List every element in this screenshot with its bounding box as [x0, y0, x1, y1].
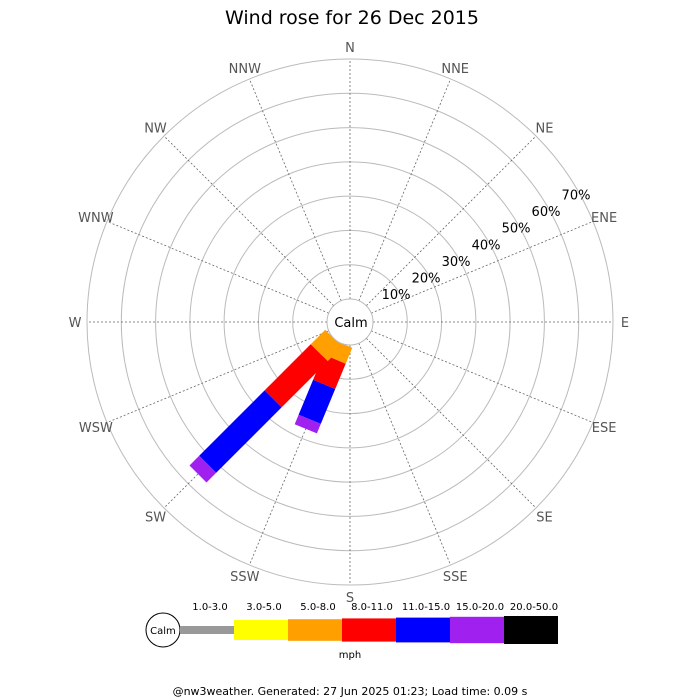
direction-label-e: E [621, 316, 629, 331]
percent-label: 60% [532, 205, 561, 220]
legend-bin-label: 11.0-15.0 [402, 602, 450, 613]
legend-bin-label: 20.0-50.0 [510, 602, 558, 613]
legend-swatch [180, 626, 234, 634]
legend-swatch [396, 617, 450, 643]
spoke-sse [358, 343, 451, 566]
legend-swatch [342, 618, 396, 642]
legend-swatch [288, 619, 342, 641]
spoke-ene [371, 221, 594, 314]
bar-sw-15.0-20.0 [189, 455, 217, 483]
percent-label: 50% [502, 222, 531, 237]
bar-sw-5.0-8.0 [310, 329, 343, 362]
direction-label-s: S [346, 591, 354, 606]
spoke-se [366, 338, 537, 509]
direction-label-se: SE [536, 511, 552, 526]
legend-swatch [450, 616, 504, 644]
direction-label-ese: ESE [592, 421, 617, 436]
calm-circle [326, 298, 374, 346]
direction-label-ssw: SSW [230, 570, 260, 585]
spoke-nw [163, 135, 334, 306]
direction-label-sw: SW [145, 511, 166, 526]
legend-bin-label: 15.0-20.0 [456, 602, 504, 613]
spoke-wsw [106, 330, 329, 423]
legend-bin-label: 1.0-3.0 [192, 602, 227, 613]
legend-calm-label: Calm [150, 626, 176, 637]
spoke-wnw [106, 221, 329, 314]
direction-label-nnw: NNW [229, 62, 261, 77]
calm-center: Calm [326, 298, 374, 346]
grid-circle [86, 58, 614, 586]
calm-label: Calm [334, 316, 367, 331]
percent-label: 20% [412, 272, 441, 287]
direction-label-ene: ENE [591, 211, 617, 226]
bar-ssw-15.0-20.0 [294, 414, 321, 434]
direction-label-wsw: WSW [79, 421, 113, 436]
chart-title: Wind rose for 26 Dec 2015 [225, 7, 479, 29]
spoke-nne [358, 78, 451, 301]
polar-grid: N NNE NE ENE E ESE SE SSE S SSW SW WSW W WNW NW NNW [69, 41, 630, 606]
percent-label: 70% [562, 189, 591, 204]
percent-label: 30% [442, 255, 471, 270]
bar-ssw-11.0-15.0 [298, 379, 336, 424]
percent-label: 10% [382, 288, 411, 303]
spoke-ese [371, 330, 594, 423]
footer-text: @nw3weather. Generated: 27 Jun 2025 01:2… [173, 685, 528, 698]
legend-swatch [234, 620, 288, 640]
legend-bin-label: 3.0-5.0 [246, 602, 281, 613]
spoke-nnw [249, 78, 342, 301]
direction-label-sse: SSE [443, 570, 468, 585]
direction-label-nw: NW [144, 122, 167, 137]
grid-circle [292, 264, 408, 380]
percent-labels: 10%20%30%40%50%60%70% [382, 189, 591, 304]
percent-label: 40% [472, 238, 501, 253]
bar-sw-8.0-11.0 [264, 344, 328, 408]
legend-swatch [504, 616, 558, 644]
direction-label-wnw: WNW [78, 211, 114, 226]
grid-circle [223, 195, 477, 449]
direction-label-nne: NNE [441, 62, 469, 77]
legend-bin-label: 8.0-11.0 [351, 602, 393, 613]
speed-legend: Calm mph 1.0-3.0 3.0-5.0 5.0-8.0 8.0-11.0 11… [145, 602, 558, 661]
direction-label-w: W [69, 316, 82, 331]
legend-bin-label: 5.0-8.0 [300, 602, 335, 613]
legend-unit: mph [339, 650, 361, 661]
grid-circle [155, 127, 545, 517]
direction-label-n: N [345, 41, 355, 56]
direction-label-ne: NE [536, 122, 554, 137]
bar-sw-11.0-15.0 [199, 390, 282, 473]
